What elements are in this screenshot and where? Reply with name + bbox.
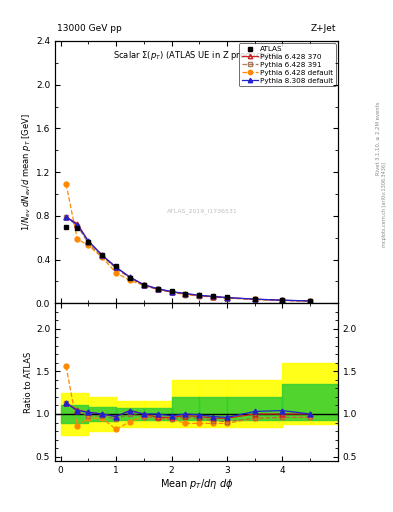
Text: 13000 GeV pp: 13000 GeV pp bbox=[57, 24, 122, 33]
Text: mcplots.cern.ch [arXiv:1306.3436]: mcplots.cern.ch [arXiv:1306.3436] bbox=[382, 162, 387, 247]
Text: Rivet 3.1.10, ≥ 2.2M events: Rivet 3.1.10, ≥ 2.2M events bbox=[376, 101, 380, 175]
Legend: ATLAS, Pythia 6.428 370, Pythia 6.428 391, Pythia 6.428 default, Pythia 8.308 de: ATLAS, Pythia 6.428 370, Pythia 6.428 39… bbox=[239, 43, 336, 87]
Text: Scalar $\Sigma(p_T)$ (ATLAS UE in Z production): Scalar $\Sigma(p_T)$ (ATLAS UE in Z prod… bbox=[113, 49, 280, 62]
Pythia 8.308 default bbox=[141, 282, 146, 288]
Pythia 6.428 370 bbox=[197, 292, 202, 298]
Pythia 6.428 370 bbox=[64, 214, 68, 220]
Pythia 6.428 370 bbox=[280, 297, 285, 304]
Pythia 6.428 370 bbox=[252, 296, 257, 302]
Pythia 8.308 default bbox=[183, 290, 188, 296]
Pythia 6.428 370 bbox=[225, 294, 230, 301]
Pythia 6.428 370 bbox=[169, 289, 174, 295]
Pythia 8.308 default bbox=[114, 264, 118, 270]
ATLAS bbox=[197, 292, 202, 298]
Pythia 6.428 391 bbox=[75, 223, 79, 229]
Pythia 8.308 default bbox=[308, 298, 312, 304]
ATLAS bbox=[86, 239, 91, 245]
Pythia 6.428 391 bbox=[64, 214, 68, 220]
Pythia 8.308 default bbox=[155, 286, 160, 292]
Pythia 8.308 default bbox=[86, 238, 91, 244]
ATLAS bbox=[141, 282, 146, 288]
ATLAS bbox=[280, 297, 285, 304]
Pythia 6.428 370 bbox=[100, 252, 105, 259]
Pythia 6.428 default bbox=[280, 297, 285, 304]
Pythia 6.428 370 bbox=[308, 298, 312, 304]
Y-axis label: $1/N_{ev}\ dN_{ev}/d\ \mathrm{mean}\ p_T\ \mathrm{[GeV]}$: $1/N_{ev}\ dN_{ev}/d\ \mathrm{mean}\ p_T… bbox=[20, 113, 33, 231]
ATLAS bbox=[114, 263, 118, 269]
ATLAS bbox=[225, 294, 230, 301]
Pythia 6.428 391 bbox=[252, 296, 257, 303]
Pythia 6.428 391 bbox=[308, 298, 312, 304]
ATLAS bbox=[252, 296, 257, 302]
Line: Pythia 6.428 391: Pythia 6.428 391 bbox=[64, 215, 313, 304]
Pythia 6.428 default bbox=[141, 282, 146, 288]
Pythia 6.428 default bbox=[197, 293, 202, 299]
Pythia 6.428 391 bbox=[86, 240, 91, 246]
ATLAS bbox=[155, 286, 160, 292]
Pythia 6.428 391 bbox=[183, 291, 188, 297]
Pythia 6.428 default bbox=[155, 286, 160, 292]
Pythia 8.308 default bbox=[128, 274, 132, 280]
Pythia 8.308 default bbox=[75, 222, 79, 228]
Pythia 8.308 default bbox=[211, 293, 215, 300]
ATLAS bbox=[64, 224, 68, 230]
Pythia 8.308 default bbox=[100, 252, 105, 259]
Line: Pythia 8.308 default: Pythia 8.308 default bbox=[64, 215, 313, 304]
ATLAS bbox=[100, 252, 105, 259]
Pythia 8.308 default bbox=[197, 292, 202, 298]
Pythia 6.428 391 bbox=[141, 282, 146, 288]
Pythia 6.428 default bbox=[86, 242, 91, 248]
Line: ATLAS: ATLAS bbox=[64, 224, 313, 304]
Pythia 6.428 default bbox=[169, 289, 174, 295]
Pythia 6.428 370 bbox=[75, 221, 79, 227]
Pythia 8.308 default bbox=[280, 297, 285, 303]
Pythia 6.428 default bbox=[114, 270, 118, 276]
Pythia 6.428 default bbox=[64, 181, 68, 187]
Pythia 6.428 391 bbox=[155, 286, 160, 292]
Line: Pythia 6.428 370: Pythia 6.428 370 bbox=[64, 215, 313, 304]
Pythia 6.428 370 bbox=[141, 282, 146, 288]
ATLAS bbox=[128, 275, 132, 281]
Pythia 6.428 default bbox=[100, 254, 105, 261]
Pythia 6.428 default bbox=[128, 278, 132, 284]
Pythia 6.428 default bbox=[225, 295, 230, 301]
Pythia 6.428 370 bbox=[114, 264, 118, 270]
Text: ATLAS_2019_I1736531: ATLAS_2019_I1736531 bbox=[167, 209, 237, 215]
Pythia 6.428 391 bbox=[197, 292, 202, 298]
Pythia 6.428 391 bbox=[225, 295, 230, 301]
Pythia 6.428 default bbox=[211, 294, 215, 300]
Pythia 6.428 391 bbox=[128, 275, 132, 281]
Line: Pythia 6.428 default: Pythia 6.428 default bbox=[64, 182, 313, 304]
Pythia 6.428 default bbox=[308, 298, 312, 304]
Pythia 6.428 default bbox=[183, 291, 188, 297]
Pythia 6.428 370 bbox=[211, 293, 215, 300]
Pythia 6.428 370 bbox=[183, 291, 188, 297]
Pythia 6.428 391 bbox=[211, 294, 215, 300]
Pythia 8.308 default bbox=[225, 294, 230, 301]
ATLAS bbox=[183, 290, 188, 296]
ATLAS bbox=[169, 288, 174, 294]
Pythia 6.428 391 bbox=[100, 253, 105, 260]
ATLAS bbox=[211, 293, 215, 300]
Pythia 8.308 default bbox=[169, 288, 174, 294]
Pythia 6.428 391 bbox=[169, 289, 174, 295]
Pythia 6.428 370 bbox=[128, 274, 132, 280]
Pythia 8.308 default bbox=[64, 214, 68, 220]
Pythia 6.428 default bbox=[252, 296, 257, 303]
Pythia 8.308 default bbox=[252, 296, 257, 302]
Y-axis label: Ratio to ATLAS: Ratio to ATLAS bbox=[24, 351, 33, 413]
ATLAS bbox=[75, 225, 79, 231]
Pythia 6.428 default bbox=[75, 236, 79, 242]
X-axis label: Mean $p_T/d\eta\ d\phi$: Mean $p_T/d\eta\ d\phi$ bbox=[160, 477, 233, 492]
Pythia 6.428 391 bbox=[114, 265, 118, 271]
ATLAS bbox=[308, 298, 312, 304]
Pythia 6.428 370 bbox=[155, 286, 160, 292]
Text: Z+Jet: Z+Jet bbox=[310, 24, 336, 33]
Pythia 6.428 391 bbox=[280, 297, 285, 304]
Pythia 6.428 370 bbox=[86, 238, 91, 244]
